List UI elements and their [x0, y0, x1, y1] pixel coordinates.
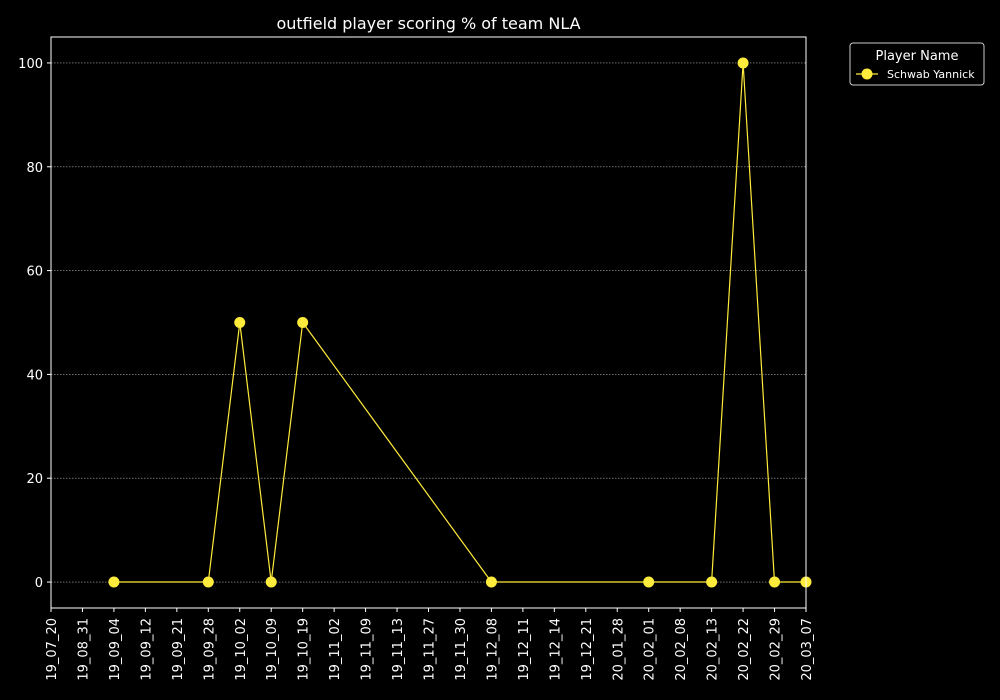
data-point [706, 576, 718, 588]
x-tick-label: 19_12_11 [517, 618, 532, 681]
data-point [485, 576, 497, 588]
data-point [202, 576, 214, 588]
series-group [108, 57, 812, 588]
data-point [769, 576, 781, 588]
x-tick-label: 19_11_02 [328, 618, 343, 681]
y-tick-label: 20 [26, 472, 43, 487]
x-tick-label: 19_09_12 [139, 618, 154, 681]
x-tick-label: 19_10_19 [297, 618, 312, 681]
x-tick-label: 20_02_01 [643, 618, 658, 681]
legend-entry-label: Schwab Yannick [887, 68, 975, 81]
data-point [108, 576, 120, 588]
x-tick-label: 20_03_07 [800, 618, 815, 681]
data-point [297, 317, 309, 328]
y-tick-label: 60 [26, 265, 43, 280]
x-tick-label: 19_09_28 [202, 618, 217, 681]
x-tick-label: 20_02_08 [674, 618, 689, 681]
data-point [265, 576, 277, 588]
x-tick-label: 19_12_08 [485, 618, 500, 681]
y-axis: 0 20 40 60 80 100 [18, 57, 51, 591]
x-tick-label: 19_10_09 [265, 618, 280, 681]
x-tick-label: 19_11_13 [391, 618, 406, 681]
x-tick-label: 19_10_02 [234, 618, 249, 681]
data-point [737, 57, 749, 69]
data-point [234, 317, 246, 328]
legend-box [849, 42, 985, 86]
x-tick-label: 19_11_27 [423, 618, 438, 681]
x-tick-label: 19_11_30 [454, 618, 469, 681]
legend-title: Player Name [876, 49, 959, 64]
data-point [643, 576, 655, 588]
x-tick-label: 19_09_04 [108, 618, 123, 681]
x-tick-label: 19_07_20 [45, 618, 60, 681]
x-tick-label: 20_02_22 [737, 618, 752, 681]
legend-marker [861, 68, 873, 80]
x-tick-label: 19_08_31 [76, 618, 91, 681]
y-tick-label: 40 [26, 368, 43, 383]
x-axis: 19_07_20 19_08_31 19_09_04 19_09_12 19_09_21… [45, 608, 815, 681]
y-tick-label: 100 [18, 57, 43, 72]
y-tick-label: 0 [35, 576, 43, 591]
x-tick-label: 19_12_14 [548, 618, 563, 681]
x-tick-label: 19_11_09 [360, 618, 375, 681]
x-tick-label: 20_02_29 [769, 618, 784, 681]
legend[interactable]: Player Name Schwab Yannick [849, 42, 985, 86]
chart-title: outfield player scoring % of team NLA [276, 14, 580, 33]
x-tick-label: 20_01_28 [611, 618, 626, 681]
x-tick-label: 19_12_21 [580, 618, 595, 681]
x-tick-label: 20_02_13 [706, 618, 721, 681]
x-tick-label: 19_09_21 [171, 618, 186, 681]
y-tick-label: 80 [26, 161, 43, 176]
